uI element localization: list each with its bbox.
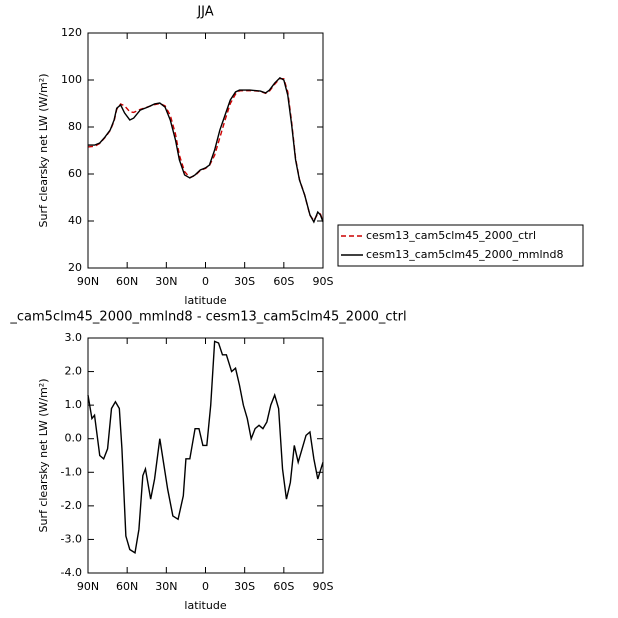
legend-label: cesm13_cam5clm45_2000_mmlnd8 xyxy=(366,248,564,261)
y-axis-label: Surf clearsky net LW (W/m²) xyxy=(37,378,50,532)
x-axis-label: latitude xyxy=(184,599,226,612)
y-tick-label: 100 xyxy=(61,73,82,86)
y-tick-label: 1.0 xyxy=(65,398,83,411)
y-tick-label: 0.0 xyxy=(65,432,83,445)
y-tick-label: -3.0 xyxy=(61,532,82,545)
chart-title: _cam5clm45_2000_mmlnd8 - cesm13_cam5clm4… xyxy=(9,310,406,325)
chart-title: JJA xyxy=(196,5,213,20)
x-tick-label: 60N xyxy=(116,580,138,593)
y-tick-label: 20 xyxy=(68,261,82,274)
plot-frame xyxy=(87,32,324,269)
x-tick-label: 30S xyxy=(234,275,255,288)
data-line xyxy=(88,77,324,224)
x-axis-label: latitude xyxy=(184,294,226,307)
y-tick-label: 40 xyxy=(68,214,82,227)
y-tick-label: 2.0 xyxy=(65,365,83,378)
x-tick-label: 60S xyxy=(273,580,294,593)
x-tick-label: 60S xyxy=(273,275,294,288)
x-tick-label: 0 xyxy=(202,275,209,288)
y-axis-label: Surf clearsky net LW (W/m²) xyxy=(37,73,50,227)
y-tick-label: 80 xyxy=(68,120,82,133)
plot-frame xyxy=(87,337,324,574)
y-tick-label: 3.0 xyxy=(65,331,83,344)
y-tick-label: -1.0 xyxy=(61,465,82,478)
y-tick-label: 60 xyxy=(68,167,82,180)
x-tick-label: 30S xyxy=(234,580,255,593)
x-tick-label: 90S xyxy=(313,275,334,288)
x-tick-label: 0 xyxy=(202,580,209,593)
y-tick-label: -2.0 xyxy=(61,499,82,512)
x-tick-label: 90N xyxy=(77,275,99,288)
legend-label: cesm13_cam5clm45_2000_ctrl xyxy=(366,229,536,242)
x-tick-label: 30N xyxy=(155,275,177,288)
data-line xyxy=(87,340,324,555)
x-tick-label: 60N xyxy=(116,275,138,288)
x-tick-label: 30N xyxy=(155,580,177,593)
y-tick-label: 120 xyxy=(61,26,82,39)
y-tick-label: -4.0 xyxy=(61,566,82,579)
legend-box xyxy=(337,224,584,267)
x-tick-label: 90N xyxy=(77,580,99,593)
x-tick-label: 90S xyxy=(313,580,334,593)
